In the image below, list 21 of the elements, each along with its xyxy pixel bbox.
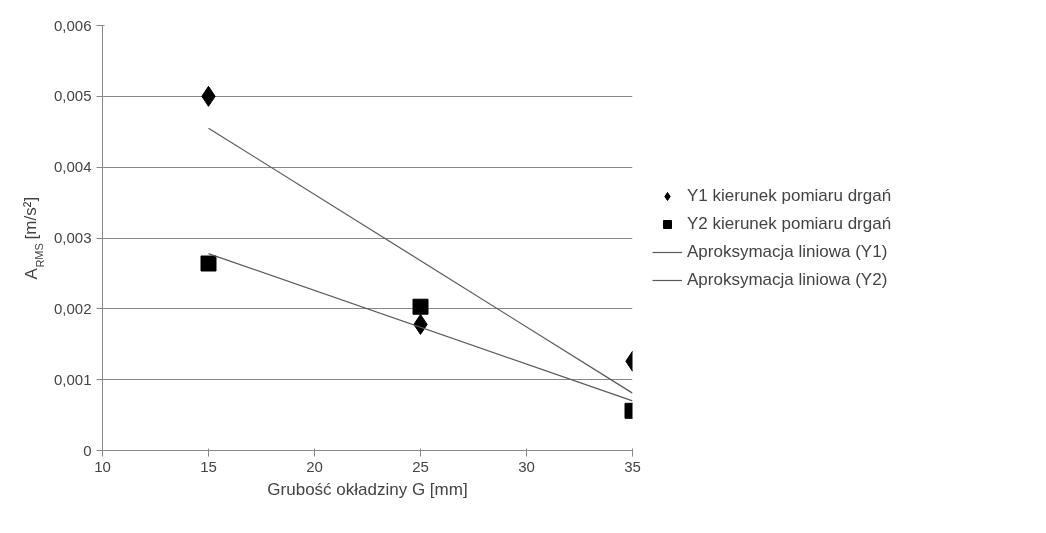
- y-tick-label: 0,001: [53, 370, 92, 388]
- x-tick-label: 20: [306, 457, 323, 475]
- y-tick-label: 0,004: [53, 158, 92, 176]
- x-tick-label: 10: [94, 457, 111, 475]
- point: [200, 255, 217, 272]
- y-tick-label: 0,002: [53, 299, 92, 317]
- x-axis-title: Grubość okładziny G [mm]: [267, 479, 468, 499]
- x-tick-label: 30: [518, 457, 535, 475]
- y-tick-label: 0,006: [53, 16, 92, 34]
- legend-label: Y2 kierunek pomiaru drgań: [687, 213, 892, 234]
- point: [412, 298, 429, 315]
- y-tick-label: 0: [83, 441, 92, 459]
- y-axis-title: ARMS [m/s²]: [21, 196, 46, 280]
- x-tick-label: 35: [624, 457, 641, 475]
- legend-label: Y1 kierunek pomiaru drgań: [687, 185, 892, 206]
- x-tick-label: 25: [412, 457, 429, 475]
- legend-label: Aproksymacja liniowa (Y2): [687, 269, 888, 290]
- y-tick-label: 0,005: [53, 87, 92, 105]
- x-tick-label: 15: [200, 457, 217, 475]
- legend-label: Aproksymacja liniowa (Y1): [687, 241, 888, 262]
- y-tick-label: 0,003: [53, 229, 92, 246]
